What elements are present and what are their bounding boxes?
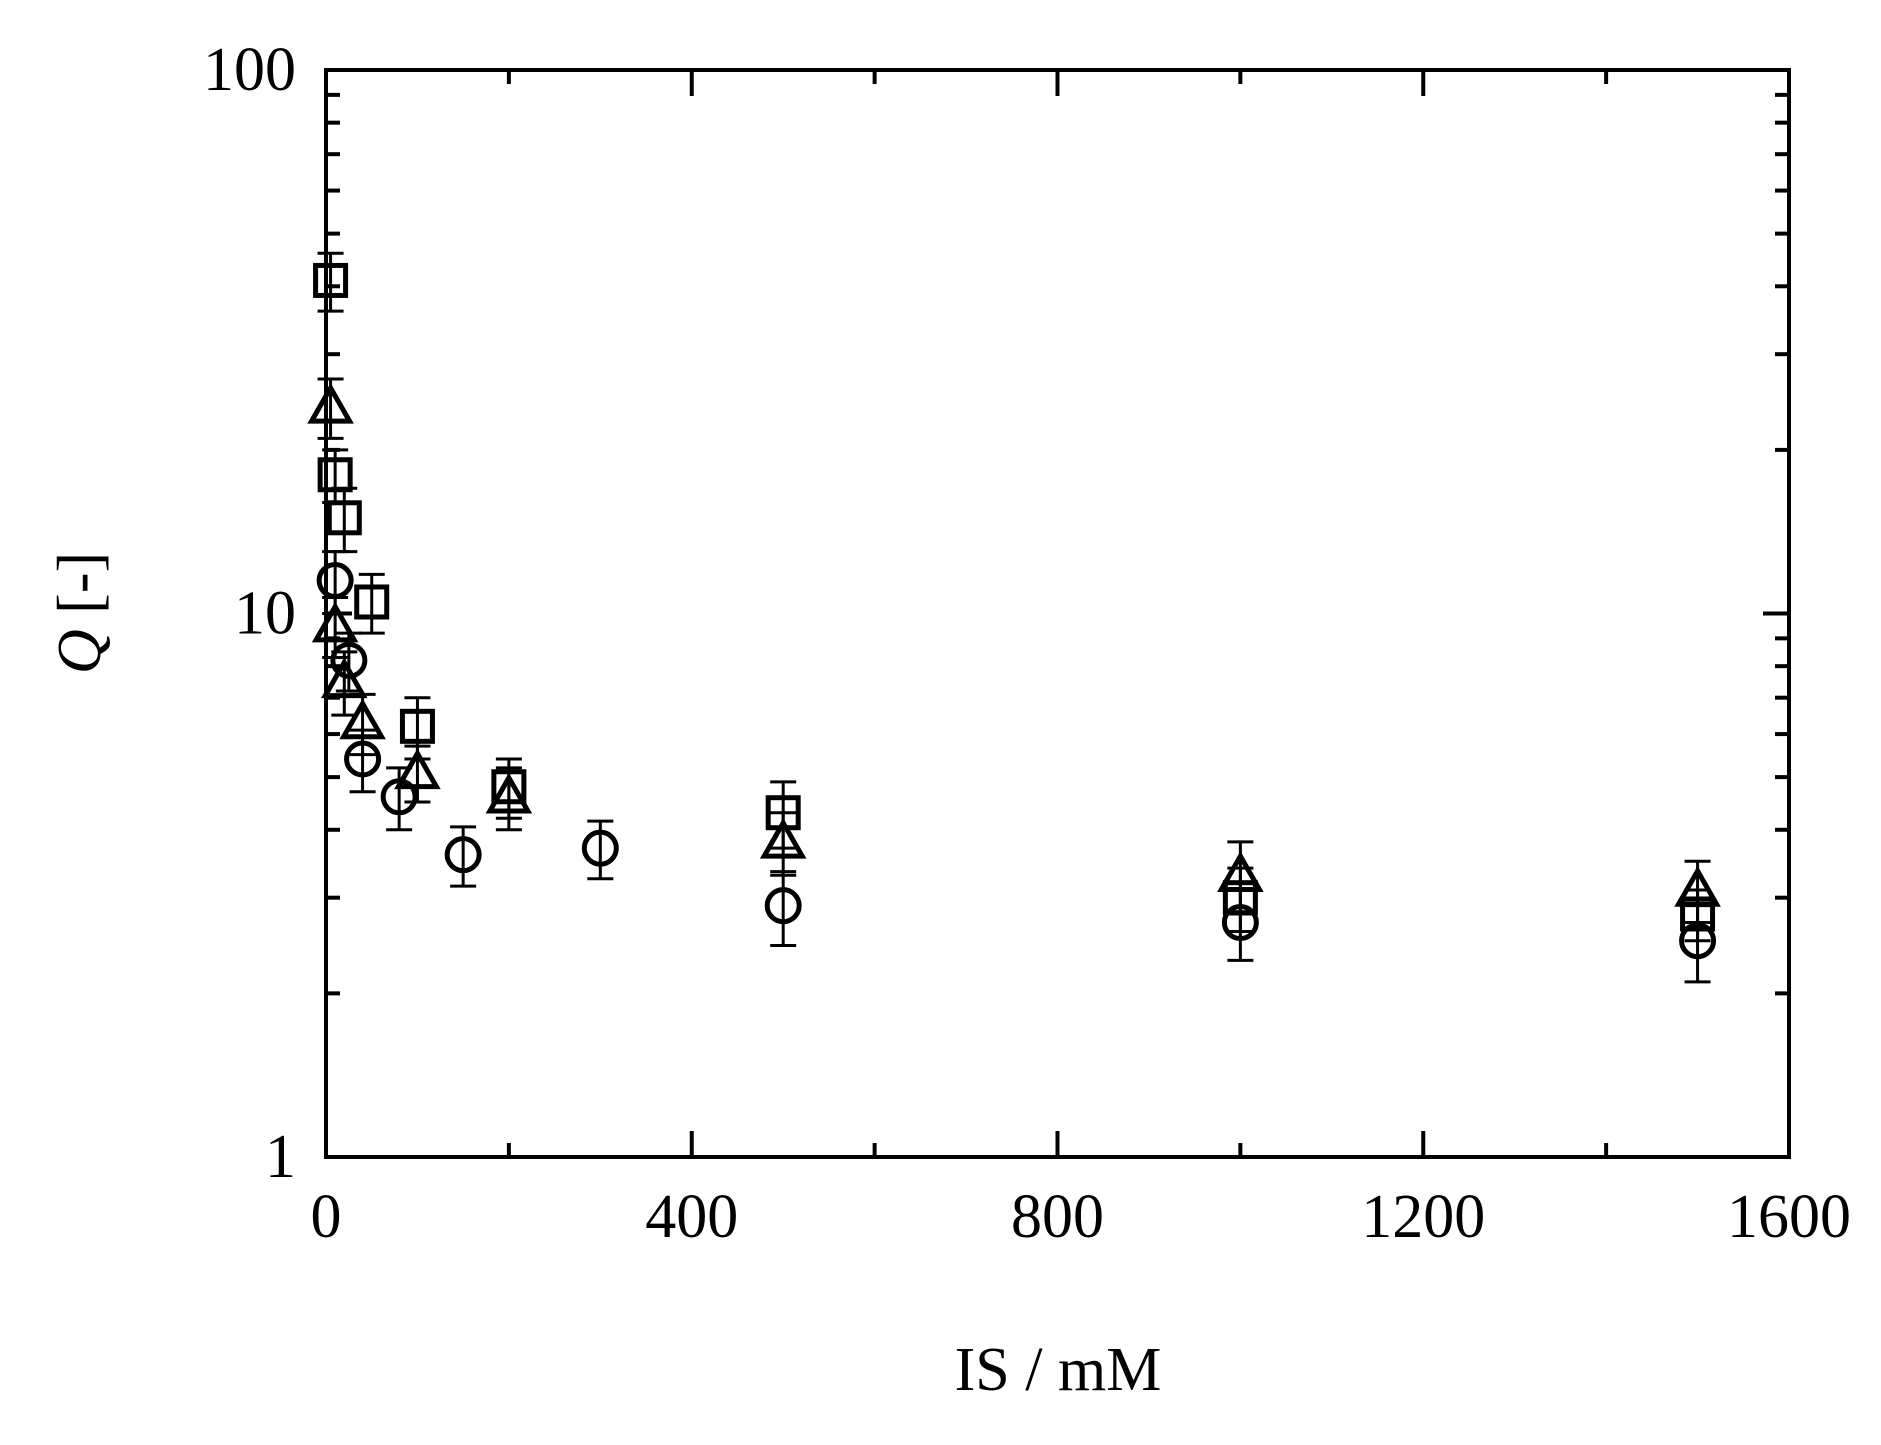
y-tick-label: 1 [265,1123,296,1191]
triangle-marker [311,601,359,643]
y-tick-label: 100 [203,36,296,104]
square-marker [399,708,435,744]
data-series-layer [307,251,1721,984]
triangle-marker [307,382,354,424]
x-axis-tick-labels: 0 400 800 1200 1600 [311,1183,1852,1251]
circle-marker [330,641,368,679]
y-axis-symbol: Q [46,629,114,674]
error-bar [386,766,413,832]
circle-marker [764,887,802,925]
circle-marker [1679,922,1717,960]
x-tick-label: 0 [311,1183,342,1251]
x-axis-ticks [324,70,1791,1157]
y-tick-label: 10 [234,580,296,648]
circle-marker [380,778,418,816]
circle-marker [316,562,354,600]
y-axis-title: Q [-] [46,552,114,674]
error-bar [358,572,385,635]
plot-frame [324,68,1791,1159]
x-axis-title: IS / mM [955,1336,1162,1404]
error-bar [317,251,344,313]
square-marker [317,457,353,493]
x-tick-label: 800 [1011,1183,1104,1251]
triangle-marker [759,817,807,859]
square-marker [326,500,362,536]
circle-marker [1221,904,1259,942]
x-tick-label: 1600 [1727,1183,1851,1251]
square-marker [354,584,390,620]
y-axis-ticks [326,68,1789,1159]
error-bar [1227,888,1254,962]
series-triangle [307,377,1721,925]
circle-marker [581,829,619,867]
circle-marker [444,836,482,874]
y-axis-unit: [-] [46,552,114,629]
series-circle [316,550,1717,984]
square-marker [313,262,349,298]
error-bar [770,870,797,947]
triangle-marker [320,657,368,699]
error-bar [1684,904,1711,984]
x-tick-label: 1200 [1361,1183,1485,1251]
error-bar [450,825,477,888]
series-square [313,251,1716,943]
triangle-marker [485,772,533,814]
circle-marker [344,740,382,778]
y-axis-tick-labels: 1 10 100 [203,36,296,1191]
error-bar [349,728,376,794]
triangle-marker [394,748,441,790]
x-tick-label: 400 [645,1183,738,1251]
error-bar [322,550,349,615]
